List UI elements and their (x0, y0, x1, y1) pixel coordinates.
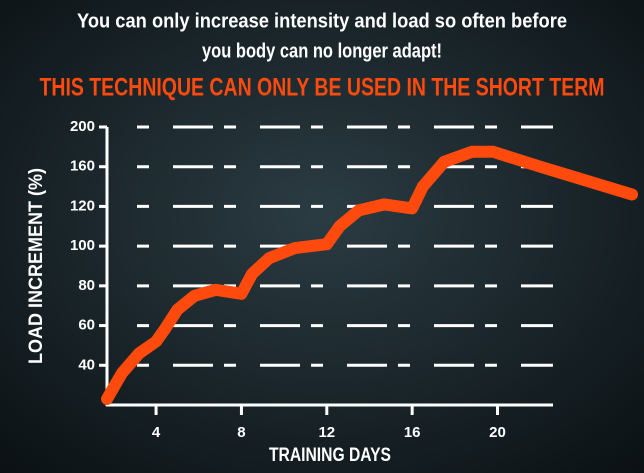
chart-title: you body can no longer adapt! (202, 40, 442, 62)
y-tick-label: 120 (70, 197, 95, 214)
line-series (101, 145, 638, 405)
x-tick-label: 8 (237, 424, 245, 441)
chart-subtitle: THIS TECHNIQUE CAN ONLY BE USED IN THE S… (40, 74, 605, 102)
x-tick-label: 16 (404, 424, 421, 441)
x-tick-label: 12 (318, 424, 335, 441)
y-tick-label: 80 (78, 277, 95, 294)
y-tick-label: 60 (78, 317, 95, 334)
x-tick-label: 20 (489, 424, 506, 441)
y-tick-label: 160 (70, 158, 95, 175)
y-tick-label: 200 (70, 118, 95, 135)
y-tick-label: 40 (78, 356, 95, 373)
x-tick-label: 4 (152, 424, 161, 441)
y-tick-label: 100 (70, 237, 95, 254)
y-axis-label: LOAD INCREMENT (%) (26, 168, 47, 364)
x-axis-label: TRAINING DAYS (269, 445, 391, 466)
chart-title: You can only increase intensity and load… (77, 10, 567, 32)
